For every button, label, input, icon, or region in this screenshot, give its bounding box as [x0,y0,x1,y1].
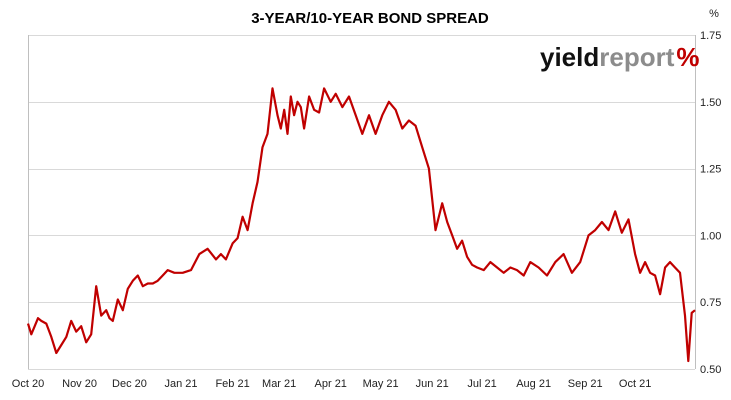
x-tick-label: Apr 21 [315,378,347,390]
x-tick-label: Nov 20 [62,378,97,390]
x-tick-label: Jun 21 [416,378,449,390]
y-tick-label: 1.75 [700,30,721,42]
y-tick-label: 1.00 [700,230,721,242]
svg-text:yieldreport%: yieldreport% [540,42,700,72]
plot-frame [28,35,696,369]
x-tick-label: Mar 21 [262,378,296,390]
y-axis-ticks: 0.50 0.75 1.00 1.25 1.50 1.75 [700,30,721,376]
yieldreport-logo: yieldreport% [540,42,700,72]
x-tick-label: Oct 21 [619,378,651,390]
logo-percent-icon: % [676,42,699,72]
logo-text-yield: yield [540,42,599,72]
x-tick-label: Sep 21 [568,378,603,390]
y-tick-label: 1.50 [700,97,721,109]
x-tick-label: Feb 21 [215,378,249,390]
series-line-0 [26,87,696,363]
y-tick-label: 0.75 [700,297,721,309]
x-tick-label: Aug 21 [516,378,551,390]
grid-lines [28,35,695,370]
y-axis-unit: % [709,8,719,20]
x-tick-label: Dec 20 [112,378,147,390]
chart-title: 3-YEAR/10-YEAR BOND SPREAD [251,10,489,27]
x-tick-label: Oct 20 [12,378,44,390]
series-layer [26,87,696,363]
logo-text-report: report [599,42,674,72]
x-tick-label: May 21 [363,378,399,390]
x-axis-ticks: Oct 20 Nov 20 Dec 20 Jan 21 Feb 21 Mar 21 Apr … [12,378,652,390]
y-tick-label: 0.50 [700,364,721,376]
y-tick-label: 1.25 [700,164,721,176]
x-tick-label: Jan 21 [165,378,198,390]
x-tick-label: Jul 21 [467,378,496,390]
